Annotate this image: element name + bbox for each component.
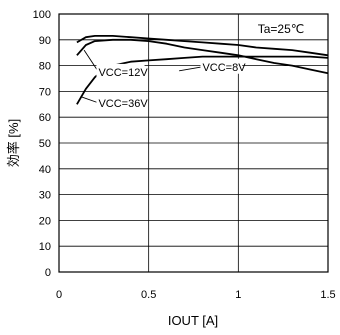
x-tick-label: 1 [235,289,241,301]
annotation-bg [96,63,145,79]
annotation-label: VCC=12V [98,67,148,79]
y-tick-label: 50 [39,138,51,150]
annotation-leader-line [179,66,203,72]
y-tick-label: 40 [39,164,51,176]
y-tick-label: 70 [39,86,51,98]
x-axis-title: IOUT [A] [168,313,218,328]
x-tick-label: 1.5 [320,289,335,301]
annotation-leader-line [83,49,99,73]
annotation-bg [96,94,145,110]
y-tick-label: 90 [39,35,51,47]
x-tick-label: 0 [56,289,62,301]
y-tick-label: 0 [45,267,51,279]
x-tick-label: 0.5 [141,289,156,301]
annotation-label: VCC=8V [202,62,246,74]
y-tick-label: 10 [39,241,51,253]
annotation-leader-line [80,96,99,104]
condition-label: Ta=25℃ [258,22,305,36]
annotation-bg [200,58,243,74]
y-tick-label: 100 [33,9,51,21]
condition-label-bg [243,18,319,38]
y-tick-label: 30 [39,190,51,202]
y-axis-title: 効率 [%] [6,119,21,167]
y-tick-label: 60 [39,112,51,124]
annotation-label: VCC=36V [98,98,148,110]
tick-labels: 0 10 20 30 40 50 60 70 80 90 100 0 0.5 1 1.5 [33,9,336,301]
annotations: VCC=12V VCC=8V VCC=36V [80,49,246,110]
plot-frame [58,13,329,273]
series-line-vcc-12v [76,38,329,75]
series-line-vcc-8v [76,35,329,57]
y-tick-label: 80 [39,61,51,73]
y-tick-label: 20 [39,215,51,227]
grid [59,14,328,272]
